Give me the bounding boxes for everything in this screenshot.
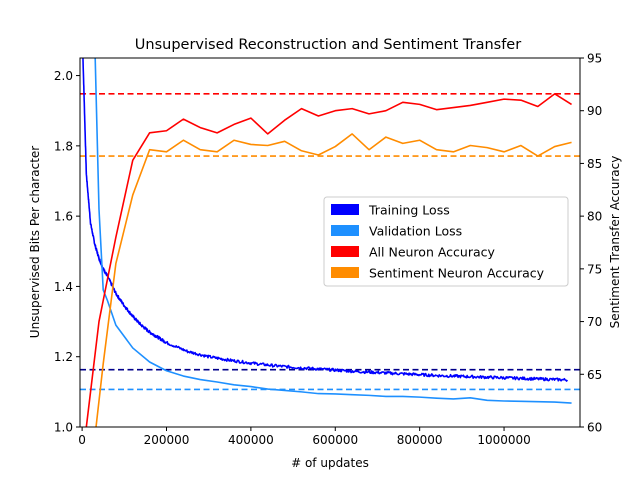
x-tick-label: 600000 (312, 433, 358, 447)
legend-label: Validation Loss (369, 224, 462, 239)
x-axis-label: # of updates (291, 456, 369, 470)
legend-label: All Neuron Accuracy (369, 245, 496, 260)
series-line-training-loss (82, 58, 569, 382)
legend-swatch (331, 204, 359, 215)
y-right-tick-label: 95 (587, 52, 602, 66)
legend-box (323, 196, 569, 287)
y-axis-label-left: Unsupervised Bits Per character (28, 146, 42, 338)
legend-swatch (331, 246, 359, 257)
y-right-tick-label: 75 (587, 262, 602, 276)
legend-label: Training Loss (368, 203, 450, 218)
x-tick-label: 800000 (397, 433, 443, 447)
y-right-tick-label: 65 (587, 368, 602, 382)
chart-title: Unsupervised Reconstruction and Sentimen… (135, 37, 521, 53)
legend-swatch (331, 267, 359, 278)
y-left-tick-label: 1.2 (54, 350, 73, 364)
series-line-all-neuron-accuracy (85, 93, 572, 427)
legend: Training Loss Validation Loss All Neuron A… (323, 196, 569, 287)
plot-frame (79, 57, 581, 428)
series-line-sentiment-neuron-accuracy (95, 133, 572, 427)
x-tick-label: 200000 (144, 433, 190, 447)
y-right-tick-label: 90 (587, 104, 602, 118)
x-tick-label: 0 (78, 433, 86, 447)
y-right-tick-label: 70 (587, 315, 602, 329)
y-right-tick-label: 85 (587, 157, 602, 171)
series-line-validation-loss (94, 58, 572, 404)
y-axis-label-right: Sentiment Transfer Accuracy (608, 156, 622, 329)
y-left-tick-label: 1.0 (54, 421, 73, 435)
y-right-tick-label: 60 (587, 421, 602, 435)
y-left-tick-label: 2.0 (54, 69, 73, 83)
y-left-tick-label: 1.6 (54, 210, 73, 224)
y-right-tick-label: 80 (587, 210, 602, 224)
x-tick-label: 1000000 (477, 433, 530, 447)
x-tick-label: 400000 (228, 433, 274, 447)
legend-swatch (331, 225, 359, 236)
y-left-tick-label: 1.8 (54, 139, 73, 153)
y-left-tick-label: 1.4 (54, 280, 73, 294)
legend-label: Sentiment Neuron Accuracy (369, 266, 545, 281)
